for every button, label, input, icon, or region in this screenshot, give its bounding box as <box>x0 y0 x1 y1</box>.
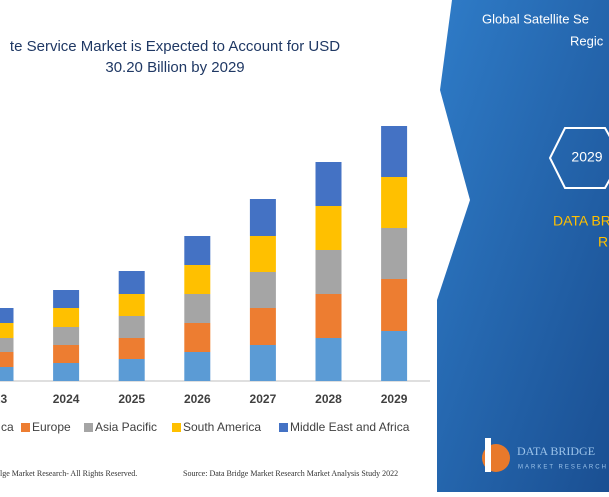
bar-segment <box>184 236 211 265</box>
bar-segment <box>249 199 276 236</box>
bar-segment <box>0 367 14 381</box>
legend-label: ca <box>1 420 14 434</box>
x-tick-label: 2029 <box>381 392 408 406</box>
legend-label: Middle East and Africa <box>290 420 410 434</box>
logo-subtext: MARKET RESEARCH <box>518 465 608 471</box>
legend-swatch <box>84 423 93 432</box>
bar-segment <box>249 272 276 308</box>
logo-icon <box>485 438 491 472</box>
bar-segment <box>315 338 342 381</box>
bar-segment <box>381 331 408 381</box>
bar-segment <box>118 338 145 359</box>
x-tick-label: 23 <box>0 392 7 406</box>
source: Source: Data Bridge Market Research Mark… <box>183 469 398 478</box>
bar-segment <box>315 294 342 338</box>
bar-segment <box>0 323 14 338</box>
bar-segment <box>315 250 342 294</box>
bar-segment <box>118 271 145 294</box>
x-tick-label: 2028 <box>315 392 342 406</box>
bar-segment <box>381 126 408 177</box>
bar-segment <box>184 294 211 323</box>
panel-title: Regic <box>570 33 604 48</box>
side-panel <box>437 0 609 492</box>
plot: 23 2024 2025 2026 2027 2028 2029 <box>0 126 408 406</box>
bar-segment <box>53 290 80 308</box>
bar-segment <box>0 338 14 352</box>
x-tick-label: 2024 <box>53 392 80 406</box>
legend-swatch <box>21 423 30 432</box>
panel-brand: R <box>598 234 608 250</box>
bar-segment <box>184 352 211 381</box>
x-tick-label: 2027 <box>250 392 277 406</box>
bar-segment <box>315 206 342 250</box>
legend-label: South America <box>183 420 261 434</box>
legend-swatch <box>279 423 288 432</box>
legend: ca Europe Asia Pacific South America Middle … <box>1 420 410 434</box>
bar-segment <box>53 327 80 345</box>
bar-segment <box>381 177 408 228</box>
bar-segment <box>118 316 145 338</box>
bar-segment <box>53 308 80 327</box>
bar-segment <box>184 323 211 352</box>
bar-segment <box>184 265 211 294</box>
legend-label: Europe <box>32 420 71 434</box>
bar-segment <box>249 345 276 381</box>
panel-brand: DATA BR <box>553 213 609 229</box>
bar-segment <box>53 345 80 363</box>
legend-swatch <box>172 423 181 432</box>
panel-title: Global Satellite Se <box>482 11 589 26</box>
bar-segment <box>118 294 145 316</box>
panel-year: 2029 <box>571 149 602 165</box>
x-tick-label: 2026 <box>184 392 211 406</box>
logo-text: DATA BRIDGE <box>517 444 595 458</box>
bar-segment <box>53 363 80 381</box>
bar-segment <box>0 308 14 323</box>
bar-segment <box>249 236 276 272</box>
bar-segment <box>381 279 408 331</box>
bar-segment <box>0 352 14 367</box>
chart-title: 30.20 Billion by 2029 <box>105 59 244 76</box>
bar-segment <box>249 308 276 345</box>
bar-segment <box>315 162 342 206</box>
copyright: lge Market Research- All Rights Reserved… <box>0 469 137 478</box>
legend-label: Asia Pacific <box>95 420 157 434</box>
bar-segment <box>118 359 145 381</box>
x-tick-label: 2025 <box>118 392 145 406</box>
bar-segment <box>381 228 408 279</box>
hexagon <box>548 127 609 189</box>
chart-title: te Service Market is Expected to Account… <box>10 38 340 55</box>
